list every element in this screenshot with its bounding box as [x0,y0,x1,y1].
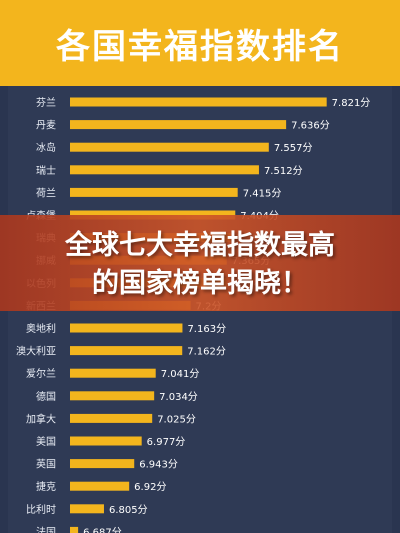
category-label-3: 瑞士 [36,164,56,177]
bar-10 [70,323,183,333]
value-label-18: 6.805分 [109,504,148,516]
category-label-19: 法国 [36,525,56,533]
category-label-11: 澳大利亚 [16,345,56,358]
category-label-17: 捷克 [36,480,56,493]
category-label-2: 冰岛 [36,141,56,154]
category-label-18: 比利时 [26,504,56,516]
bar-2 [70,142,269,152]
bar-15 [70,436,142,446]
value-label-14: 7.025分 [157,413,196,425]
bar-11 [70,346,183,356]
headline-line-1: 全球七大幸福指数最高 [65,230,335,261]
value-label-16: 6.943分 [139,459,178,471]
category-label-10: 奥地利 [26,322,56,335]
bar-13 [70,391,155,401]
category-label-4: 荷兰 [36,186,56,199]
title-bar: 各国幸福指数排名 [0,0,400,86]
value-label-15: 6.977分 [147,436,186,448]
bar-3 [70,165,259,175]
value-label-2: 7.557分 [274,142,313,154]
value-label-17: 6.92分 [134,481,166,493]
bar-4 [70,187,238,197]
category-label-1: 丹麦 [36,120,56,132]
category-label-0: 芬兰 [36,96,56,109]
value-label-19: 6.687分 [83,526,122,533]
headline-line-2: 的国家榜单揭晓！ [92,268,308,299]
category-label-14: 加拿大 [26,412,56,425]
bar-1 [70,120,287,130]
value-label-12: 7.041分 [161,368,200,380]
value-label-0: 7.821分 [332,97,371,109]
value-label-4: 7.415分 [243,187,282,199]
bar-12 [70,368,156,378]
bar-19 [70,526,79,533]
bar-16 [70,459,135,469]
category-label-15: 美国 [36,435,56,448]
bar-17 [70,481,130,491]
category-label-12: 爱尔兰 [26,367,56,380]
bar-18 [70,504,104,514]
value-label-3: 7.512分 [264,165,303,177]
value-label-13: 7.034分 [159,391,198,403]
value-label-11: 7.162分 [187,346,226,358]
category-label-13: 德国 [36,390,56,403]
page-title: 各国幸福指数排名 [56,26,344,67]
category-label-16: 英国 [36,458,56,471]
bar-0 [70,97,327,107]
value-label-10: 7.163分 [187,323,226,335]
bar-14 [70,413,153,423]
value-label-1: 7.636分 [291,120,330,132]
headline-banner: 全球七大幸福指数最高 的国家榜单揭晓！ [0,215,400,311]
